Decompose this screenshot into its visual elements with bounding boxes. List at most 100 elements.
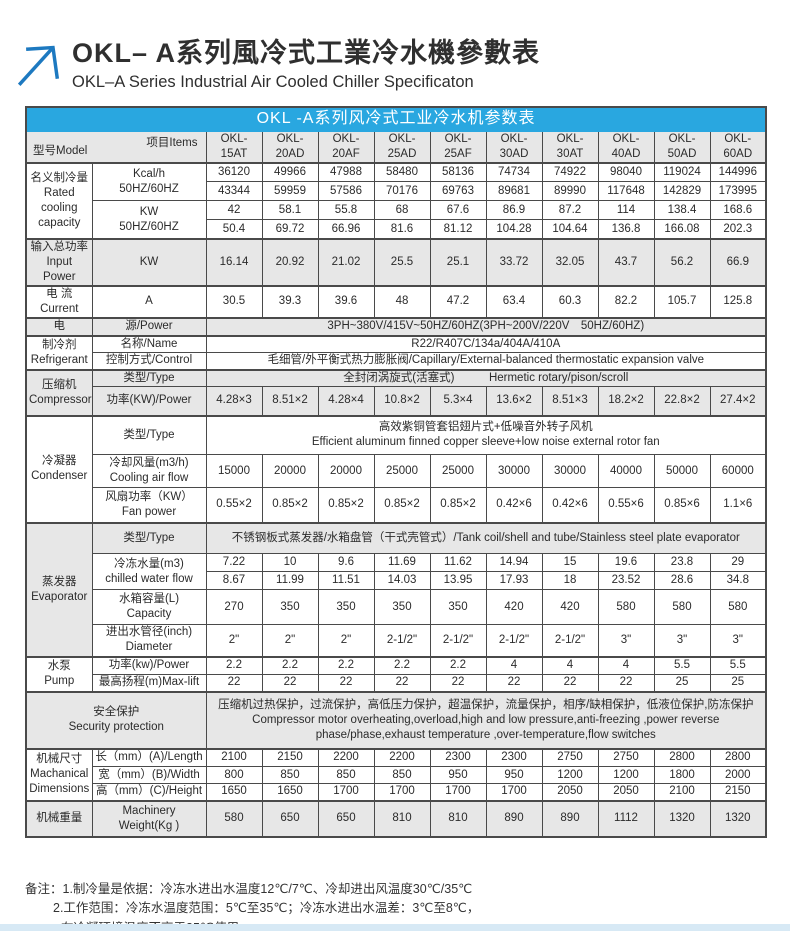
value-cell: 20.92 (261, 237, 319, 287)
value-cell: 30000 (541, 454, 599, 489)
table-row: 压缩机 Compressor 类型/Type 全封闭涡旋式(活塞式) Herme… (25, 368, 767, 417)
row-label: 机械重量 (25, 799, 93, 838)
value-cell: 25000 (373, 454, 431, 489)
row-label: 输入总功率 Input Power (25, 237, 93, 287)
value-cell: 2-1/2" (373, 624, 431, 658)
value-cell: 66.9 (709, 237, 767, 287)
value-cell: 1650 (261, 783, 319, 802)
value-cell: 2050 (541, 783, 599, 802)
table-row: 水泵 Pump 功率(kw)/Power 2.2 2.2 2.2 2.2 2.2 4 4 4 5… (25, 655, 767, 693)
item-label: 最高扬程(m)Max-lift (91, 674, 207, 693)
model-header-cell: OKL- 25AD (373, 130, 431, 164)
item-label: 名称/Name (91, 334, 207, 354)
value-cell: 890 (485, 799, 543, 838)
value-cell: 0.55×2 (205, 487, 263, 524)
value-cell: 5.5 (653, 655, 711, 676)
arrow-up-right-icon (17, 45, 60, 86)
item-label: KW (91, 237, 207, 287)
value-cell: 21.02 (317, 237, 375, 287)
value-cell: 70176 (373, 181, 431, 202)
value-cell: 15000 (205, 454, 263, 489)
value-cell: 22 (373, 674, 431, 693)
value-cell: 0.42×6 (541, 487, 599, 524)
value-cell: 168.6 (709, 200, 767, 221)
value-cell: 800 (205, 766, 263, 785)
model-header-cell: OKL- 25AF (429, 130, 487, 164)
value-cell: 890 (541, 799, 599, 838)
table-row: 冷却风量(m3/h) Cooling air flow 15000 20000 20… (26, 454, 767, 489)
page-header: OKL– A系列風冷式工業冷水機參數表 OKL–A Series Industr… (0, 0, 790, 98)
value-cell: 69763 (429, 181, 487, 202)
value-cell: 2150 (709, 783, 767, 802)
value-cell: 86.9 (485, 200, 543, 221)
value-cell: 350 (373, 589, 431, 626)
value-cell: 18 (541, 571, 599, 591)
row-label: 冷凝器 Condenser (25, 414, 93, 524)
value-cell: 650 (317, 799, 375, 838)
value-cell: 950 (485, 766, 543, 785)
value-cell: 34.8 (709, 571, 767, 591)
value-cell: 810 (429, 799, 487, 838)
value-cell: 32.05 (541, 237, 599, 287)
value-cell: 950 (429, 766, 487, 785)
row-label: 蒸发器 Evaporator (25, 521, 93, 658)
table-row: 输入总功率 Input Power KW 16.14 20.92 21.02 25.5… (25, 237, 767, 287)
spec-table: OKL -A系列风冷式工业冷水机参数表 项目Items 型号Model OKL-… (25, 106, 768, 838)
model-header-cell: OKL- 15AT (205, 130, 263, 164)
value-cell: 22 (485, 674, 543, 693)
value-cell: 173995 (709, 181, 767, 202)
model-header-cell: OKL- 40AD (597, 130, 655, 164)
value-cell: 11.51 (317, 571, 375, 591)
value-cell: 125.8 (709, 284, 767, 319)
value-cell: 81.12 (429, 219, 487, 240)
item-label: 水箱容量(L) Capacity (91, 589, 207, 626)
value-cell: 17.93 (485, 571, 543, 591)
value-cell: 105.7 (653, 284, 711, 319)
value-cell: 22 (429, 674, 487, 693)
page-title: OKL– A系列風冷式工業冷水機參數表 (72, 38, 541, 68)
model-header-cell: OKL- 50AD (653, 130, 711, 164)
value-cell: 81.6 (373, 219, 431, 240)
table-row: 水箱容量(L) Capacity 270 350 350 350 350 420 420 58… (26, 589, 767, 626)
value-cell: 10.8×2 (373, 386, 431, 417)
value-cell: 16.14 (205, 237, 263, 287)
value-cell: 22 (261, 674, 319, 693)
value-cell: 48 (373, 284, 431, 319)
value-cell: 23.52 (597, 571, 655, 591)
table-row: 机械尺寸 Machanical Dimensions 长（mm）(A)/Leng… (25, 747, 767, 802)
value-cell: 28.6 (653, 571, 711, 591)
model-header-cell: OKL- 20AD (261, 130, 319, 164)
value-cell: 8.51×3 (541, 386, 599, 417)
item-label: 宽（mm）(B)/Width (91, 766, 207, 785)
value-cell: 高效紫铜管套铝翅片式+低噪音外转子风机 Efficient aluminum f… (205, 414, 767, 456)
value-cell: 4 (485, 655, 543, 676)
value-cell: 2050 (597, 783, 655, 802)
value-cell: 压缩机过热保护，过流保护，高低压力保护，超温保护，流量保护，相序/缺相保护，低液… (205, 690, 767, 750)
item-label: 控制方式/Control (91, 352, 207, 371)
item-label: Kcal/h 50HZ/60HZ (91, 161, 207, 202)
value-cell: 580 (597, 589, 655, 626)
value-cell: 25 (653, 674, 711, 693)
value-cell: 350 (261, 589, 319, 626)
value-cell: 63.4 (485, 284, 543, 319)
value-cell: 49966 (261, 161, 319, 183)
value-cell: 5.5 (709, 655, 767, 676)
table-row: 机械重量 Machinery Weight(Kg ) 580 650 650 810 8… (25, 799, 767, 838)
item-label: 源/Power (91, 316, 207, 337)
table-row: 高（mm）(C)/Height 1650 1650 1700 1700 1700 1700… (26, 783, 767, 802)
value-cell: 39.6 (317, 284, 375, 319)
value-cell: 810 (373, 799, 431, 838)
note-line: 备注：1.制冷量是依据：冷冻水进出水温度12℃/7℃、冷却进出风温度30℃/35… (25, 881, 473, 896)
table-row: KW 50HZ/60HZ 42 58.1 55.8 68 67.6 86.9 87.2 114… (26, 200, 767, 240)
table-row: 43344 59959 57586 70176 69763 89681 89990 11764… (26, 181, 767, 202)
value-cell: 20000 (261, 454, 319, 489)
value-cell: 不锈钢板式蒸发器/水箱盘管（干式壳管式）/Tank coil/shell and… (205, 521, 767, 555)
value-cell: 202.3 (709, 219, 767, 240)
value-cell: 350 (429, 589, 487, 626)
value-cell: 2200 (373, 747, 431, 768)
value-cell: 60000 (709, 454, 767, 489)
value-cell: 138.4 (653, 200, 711, 221)
value-cell: 650 (261, 799, 319, 838)
corner-items-label: 项目Items (146, 137, 198, 149)
value-cell: 850 (373, 766, 431, 785)
